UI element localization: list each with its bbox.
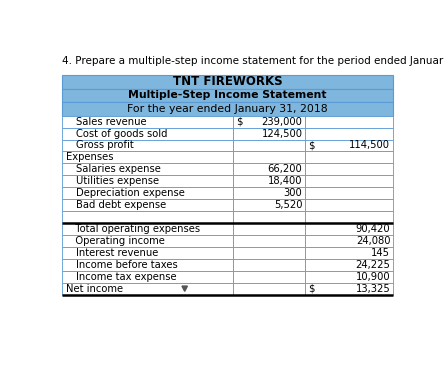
Bar: [233, 187, 305, 199]
Bar: [62, 271, 233, 283]
Text: 124,500: 124,500: [262, 129, 302, 139]
Text: TNT FIREWORKS: TNT FIREWORKS: [173, 75, 282, 88]
Bar: [233, 151, 305, 164]
Bar: [233, 128, 305, 139]
Text: Gross profit: Gross profit: [76, 141, 134, 151]
Bar: [62, 259, 233, 271]
Text: 5,520: 5,520: [274, 200, 302, 210]
Text: $: $: [309, 284, 315, 294]
Text: 145: 145: [371, 248, 390, 258]
Bar: [62, 116, 233, 128]
Bar: [233, 116, 305, 128]
Bar: [233, 223, 305, 235]
Bar: [233, 164, 305, 175]
Bar: [233, 283, 305, 295]
Bar: [305, 211, 393, 223]
Polygon shape: [182, 286, 187, 291]
Bar: [305, 271, 393, 283]
Bar: [233, 235, 305, 247]
Bar: [62, 175, 233, 187]
Text: Income tax expense: Income tax expense: [76, 272, 177, 282]
Bar: [62, 187, 233, 199]
Bar: [233, 211, 305, 223]
Bar: [62, 211, 233, 223]
Text: Income before taxes: Income before taxes: [76, 260, 178, 270]
Text: 24,225: 24,225: [356, 260, 390, 270]
Text: For the year ended January 31, 2018: For the year ended January 31, 2018: [127, 104, 328, 114]
Bar: [305, 259, 393, 271]
Bar: [62, 151, 233, 164]
Bar: [62, 235, 233, 247]
Bar: [305, 139, 393, 151]
Text: Multiple-Step Income Statement: Multiple-Step Income Statement: [128, 90, 327, 100]
Text: Interest revenue: Interest revenue: [76, 248, 159, 258]
Text: 13,325: 13,325: [356, 284, 390, 294]
Text: 114,500: 114,500: [349, 141, 390, 151]
Text: 300: 300: [284, 188, 302, 198]
Bar: [62, 283, 233, 295]
Text: 10,900: 10,900: [356, 272, 390, 282]
Text: Operating income: Operating income: [66, 236, 165, 246]
Bar: [62, 223, 233, 235]
Text: Salaries expense: Salaries expense: [76, 164, 161, 174]
Bar: [305, 235, 393, 247]
Bar: [233, 247, 305, 259]
Bar: [305, 175, 393, 187]
Bar: [305, 164, 393, 175]
Text: 66,200: 66,200: [268, 164, 302, 174]
Bar: [62, 128, 233, 139]
Bar: [305, 199, 393, 211]
Text: Cost of goods sold: Cost of goods sold: [76, 129, 168, 139]
Text: 239,000: 239,000: [262, 116, 302, 127]
Bar: [305, 116, 393, 128]
Bar: [305, 151, 393, 164]
Text: Bad debt expense: Bad debt expense: [76, 200, 166, 210]
Text: $: $: [309, 141, 315, 151]
Bar: [305, 128, 393, 139]
Text: Expenses: Expenses: [66, 152, 114, 162]
Bar: [305, 223, 393, 235]
Bar: [62, 164, 233, 175]
Bar: [233, 139, 305, 151]
Bar: [233, 259, 305, 271]
Text: $: $: [236, 116, 242, 127]
Bar: [233, 175, 305, 187]
Text: 18,400: 18,400: [268, 176, 302, 186]
Bar: [62, 89, 393, 102]
Text: Utilities expense: Utilities expense: [76, 176, 159, 186]
Bar: [62, 199, 233, 211]
Text: Net income: Net income: [66, 284, 123, 294]
Text: Total operating expenses: Total operating expenses: [66, 224, 201, 234]
Bar: [62, 139, 233, 151]
Bar: [305, 187, 393, 199]
Text: 90,420: 90,420: [356, 224, 390, 234]
Bar: [62, 247, 233, 259]
Bar: [62, 102, 393, 116]
Bar: [305, 247, 393, 259]
Bar: [305, 283, 393, 295]
Text: 24,080: 24,080: [356, 236, 390, 246]
Bar: [233, 199, 305, 211]
Text: 4. Prepare a multiple-step income statement for the period ended January 31, 201: 4. Prepare a multiple-step income statem…: [62, 56, 444, 66]
Text: Sales revenue: Sales revenue: [76, 116, 147, 127]
Bar: [233, 271, 305, 283]
Text: Depreciation expense: Depreciation expense: [76, 188, 185, 198]
Bar: [62, 75, 393, 89]
